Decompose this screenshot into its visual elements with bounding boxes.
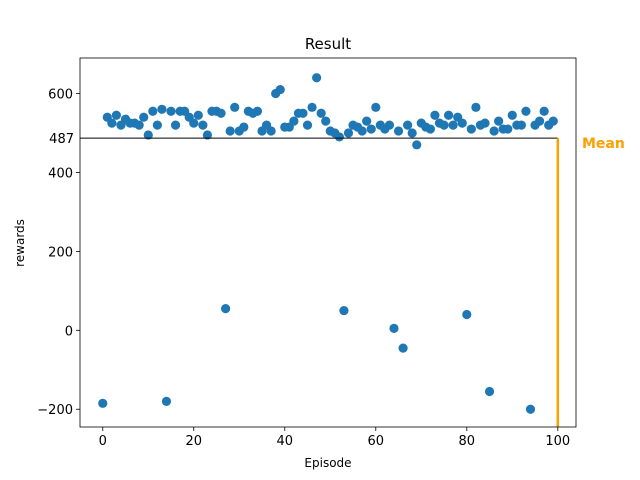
data-point <box>216 108 226 118</box>
x-axis-ticks: 0 20 40 60 80 100 <box>99 427 570 449</box>
x-tick-label: 20 <box>185 434 202 449</box>
y-tick-label: 600 <box>48 88 73 103</box>
y-axis-ticks: −200 0 200 400 600 <box>37 88 80 418</box>
data-point <box>221 304 231 314</box>
data-point <box>484 386 495 397</box>
x-tick-label: 40 <box>276 434 293 449</box>
plot-frame <box>79 57 577 428</box>
x-tick-label: 100 <box>545 434 570 449</box>
data-point <box>521 106 531 116</box>
data-point <box>457 118 467 128</box>
mean-label: Mean <box>582 136 625 152</box>
y-tick-label: −200 <box>37 403 73 418</box>
data-point <box>548 116 558 126</box>
data-point <box>412 140 422 150</box>
y-tick-label: 400 <box>48 166 73 181</box>
data-point <box>289 116 299 126</box>
data-point <box>362 116 372 126</box>
data-point <box>312 73 322 83</box>
data-point <box>157 104 167 114</box>
x-tick-label: 60 <box>368 434 385 449</box>
data-point <box>143 130 153 140</box>
data-point <box>134 120 144 130</box>
data-point <box>189 118 199 128</box>
data-point <box>471 102 481 112</box>
data-point <box>535 116 545 126</box>
mean-value-label: 487 <box>49 132 74 147</box>
data-point <box>343 128 354 138</box>
x-tick-label: 80 <box>459 434 476 449</box>
mean-marker: Mean 487 <box>49 132 625 427</box>
data-point <box>525 404 536 414</box>
data-point <box>148 106 158 116</box>
data-point <box>448 120 458 130</box>
data-point <box>407 128 417 138</box>
data-point <box>202 130 213 140</box>
data-point <box>307 102 317 112</box>
data-point <box>462 309 472 320</box>
data-point <box>466 124 476 134</box>
data-point <box>425 124 435 134</box>
data-point <box>161 396 172 406</box>
data-point <box>507 110 517 120</box>
data-point <box>252 106 263 116</box>
data-point <box>275 84 285 95</box>
data-point <box>403 120 413 130</box>
data-point <box>239 122 249 132</box>
data-point <box>98 398 108 408</box>
y-tick-label: 0 <box>65 324 73 339</box>
data-point <box>439 120 449 130</box>
data-point <box>443 110 454 120</box>
chart-title: Result <box>305 35 351 53</box>
data-point <box>339 305 349 316</box>
y-tick-label: 200 <box>48 245 73 260</box>
data-point <box>430 110 440 120</box>
x-tick-label: 0 <box>99 434 107 449</box>
data-point <box>321 116 331 126</box>
data-points <box>98 73 558 414</box>
data-point <box>393 126 404 136</box>
data-point <box>107 118 117 128</box>
data-point <box>357 126 367 136</box>
data-point <box>371 102 381 112</box>
data-point <box>494 116 504 126</box>
data-point <box>193 110 203 120</box>
data-point <box>139 112 149 122</box>
data-point <box>503 124 513 134</box>
data-point <box>166 106 176 116</box>
data-point <box>230 102 240 112</box>
data-point <box>516 120 526 130</box>
data-point <box>489 126 499 136</box>
data-point <box>334 132 344 142</box>
y-axis-label: rewards <box>13 219 27 267</box>
data-point <box>316 108 326 118</box>
data-point <box>170 120 181 130</box>
data-point <box>225 126 235 136</box>
x-axis-label: Episode <box>304 456 351 470</box>
data-point <box>298 108 308 118</box>
data-point <box>152 120 162 130</box>
data-point <box>480 118 490 128</box>
data-point <box>266 126 276 136</box>
data-point <box>389 323 399 333</box>
data-point <box>302 120 313 130</box>
data-point <box>398 343 408 353</box>
data-point <box>384 120 395 130</box>
data-point <box>539 106 549 116</box>
data-point <box>111 110 121 120</box>
data-point <box>198 120 208 130</box>
data-point <box>366 124 376 134</box>
